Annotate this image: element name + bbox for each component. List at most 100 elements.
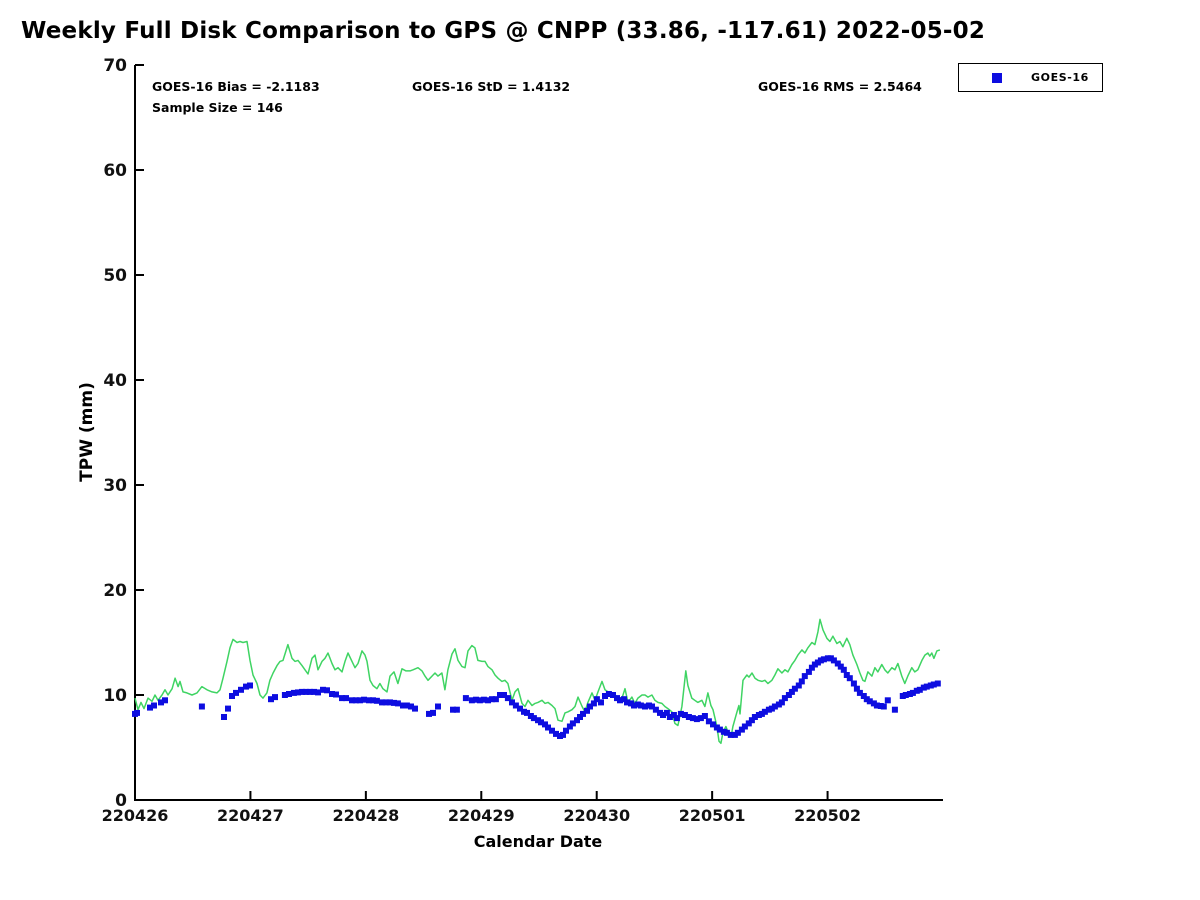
- goes16-marker: [820, 656, 827, 663]
- goes16-marker: [791, 685, 798, 692]
- goes16-marker: [624, 699, 630, 706]
- goes16-marker: [307, 688, 313, 695]
- goes16-marker: [512, 702, 519, 709]
- goes16-marker: [577, 714, 583, 720]
- goes16-marker: [524, 709, 530, 716]
- goes16-marker: [569, 720, 576, 727]
- goes16-marker: [489, 696, 495, 703]
- goes16-marker: [468, 697, 475, 704]
- goes16-marker: [705, 718, 712, 725]
- y-axis-label: TPW (mm): [77, 382, 97, 482]
- goes16-marker: [151, 702, 157, 709]
- goes16-marker: [788, 688, 795, 695]
- goes16-marker: [147, 704, 153, 711]
- goes16-marker: [450, 706, 456, 713]
- goes16-marker: [370, 697, 376, 704]
- goes16-marker: [504, 695, 511, 702]
- goes16-marker: [403, 702, 410, 709]
- x-tick-label: 220428: [332, 806, 399, 825]
- goes16-marker: [361, 696, 367, 703]
- goes16-marker: [530, 715, 537, 722]
- chart-title: Weekly Full Disk Comparison to GPS @ CNP…: [21, 18, 986, 44]
- legend-label: GOES-16: [1031, 71, 1089, 84]
- goes16-marker: [923, 683, 930, 690]
- goes16-marker: [299, 688, 305, 695]
- goes16-marker: [247, 682, 253, 689]
- y-tick-label: 50: [103, 266, 127, 286]
- goes16-marker: [233, 689, 239, 696]
- goes16-marker: [243, 683, 249, 690]
- goes16-marker: [473, 696, 479, 703]
- goes16-marker: [666, 714, 673, 720]
- goes16-marker: [162, 697, 168, 704]
- x-tick-label: 220427: [217, 806, 284, 825]
- goes16-marker: [801, 673, 808, 680]
- goes16-marker: [663, 709, 670, 716]
- goes16-marker: [771, 703, 778, 710]
- goes16-marker: [642, 703, 648, 710]
- goes16-marker: [681, 712, 688, 718]
- goes16-marker: [598, 699, 604, 706]
- goes16-marker: [357, 697, 363, 704]
- goes16-marker: [866, 698, 873, 705]
- goes16-marker: [290, 689, 297, 696]
- goes16-marker: [701, 713, 708, 719]
- goes16-marker: [311, 688, 317, 695]
- goes16-marker: [843, 672, 850, 678]
- goes16-marker: [394, 700, 401, 707]
- goes16-marker: [880, 703, 887, 710]
- goes16-marker: [315, 689, 321, 696]
- goes16-marker: [590, 700, 597, 707]
- goes16-marker: [830, 657, 837, 664]
- y-tick-label: 10: [103, 686, 127, 706]
- goes16-marker: [891, 706, 898, 713]
- goes16-marker: [387, 699, 393, 706]
- goes16-marker: [435, 703, 441, 710]
- goes16-marker: [734, 729, 741, 736]
- goes16-marker: [320, 686, 326, 693]
- x-tick-label: 220430: [563, 806, 630, 825]
- goes16-marker: [580, 710, 586, 717]
- goes16-marker: [497, 692, 503, 698]
- goes16-marker: [476, 697, 483, 704]
- goes16-marker: [584, 707, 590, 714]
- goes16-marker: [198, 703, 205, 710]
- goes16-marker: [485, 697, 491, 704]
- goes16-marker: [934, 680, 941, 687]
- goes16-marker: [574, 717, 580, 724]
- goes16-marker: [366, 697, 372, 704]
- goes16-marker: [652, 706, 659, 713]
- goes16-marker: [501, 692, 507, 698]
- goes16-marker: [761, 708, 768, 715]
- goes16-marker: [343, 695, 349, 702]
- goes16-marker: [853, 685, 860, 692]
- goes16-marker: [805, 668, 812, 675]
- goes16-marker: [723, 729, 730, 736]
- goes16-marker: [553, 730, 559, 737]
- goes16-marker: [785, 692, 792, 698]
- gps-line: [134, 618, 941, 745]
- goes16-marker: [391, 699, 397, 706]
- y-tick-label: 20: [103, 581, 127, 601]
- goes16-marker: [798, 678, 805, 685]
- goes16-marker: [566, 723, 573, 730]
- goes16-marker: [697, 715, 704, 722]
- goes16-marker: [605, 691, 612, 697]
- goes16-marker: [349, 697, 355, 704]
- goes16-marker: [748, 717, 755, 724]
- goes16-marker: [339, 695, 345, 702]
- stat-sample-size: Sample Size = 146: [152, 100, 283, 115]
- goes16-marker: [352, 697, 359, 704]
- goes16-marker: [302, 688, 309, 695]
- goes16-marker: [689, 715, 696, 722]
- goes16-marker: [850, 680, 857, 687]
- goes16-marker: [902, 692, 909, 698]
- goes16-marker: [593, 696, 600, 703]
- goes16-marker: [268, 696, 274, 703]
- goes16-marker: [677, 710, 684, 717]
- goes16-marker: [480, 696, 487, 703]
- x-tick-label: 220426: [102, 806, 169, 825]
- goes16-marker: [549, 727, 555, 734]
- goes16-marker: [602, 693, 608, 699]
- legend: GOES-16: [958, 63, 1103, 92]
